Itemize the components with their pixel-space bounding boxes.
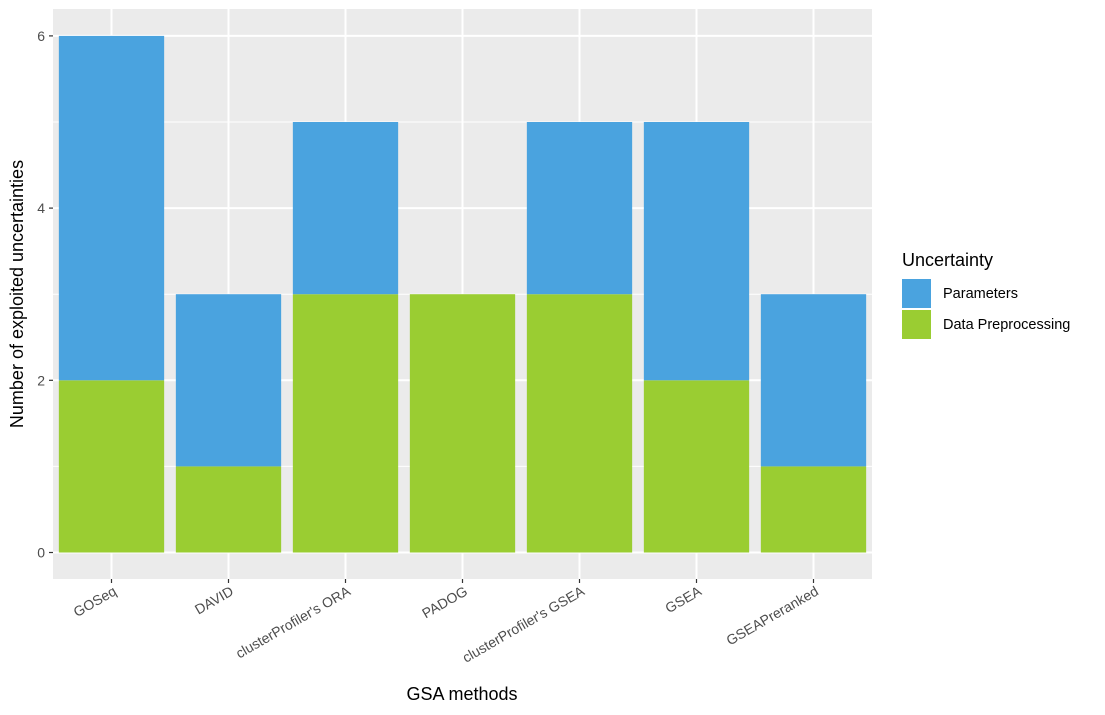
x-tick-label: clusterProfiler's ORA bbox=[233, 582, 354, 661]
legend: Uncertainty Parameters Data Preprocessing bbox=[902, 250, 1070, 339]
y-tick-label: 4 bbox=[37, 200, 45, 216]
x-tick-label: DAVID bbox=[192, 583, 236, 618]
legend-label: Parameters bbox=[943, 286, 1018, 302]
legend-swatch bbox=[902, 310, 931, 339]
y-tick-label: 6 bbox=[37, 28, 45, 44]
bar-data-preprocessing bbox=[58, 380, 165, 553]
x-tick-label: PADOG bbox=[419, 583, 470, 622]
y-tick-label: 0 bbox=[37, 545, 45, 561]
bar-data-preprocessing bbox=[175, 466, 282, 553]
bar-parameters bbox=[175, 294, 282, 467]
bar-data-preprocessing bbox=[409, 294, 516, 553]
bar-parameters bbox=[760, 294, 867, 467]
bar-parameters bbox=[526, 122, 633, 295]
bar-data-preprocessing bbox=[526, 294, 633, 553]
x-tick-label: clusterProfiler's GSEA bbox=[459, 582, 587, 665]
y-axis: 0 2 4 6 bbox=[37, 28, 53, 561]
y-axis-title: Number of exploited uncertainties bbox=[7, 160, 27, 428]
x-tick-label: GSEAPreranked bbox=[723, 583, 821, 649]
legend-swatch bbox=[902, 279, 931, 308]
legend-title: Uncertainty bbox=[902, 250, 993, 270]
bar-data-preprocessing bbox=[292, 294, 399, 553]
bars bbox=[58, 35, 867, 553]
y-tick-label: 2 bbox=[37, 372, 45, 388]
bar-data-preprocessing bbox=[643, 380, 750, 553]
x-tick-label: GSEA bbox=[662, 582, 704, 616]
legend-label: Data Preprocessing bbox=[943, 317, 1070, 333]
bar-parameters bbox=[643, 122, 750, 381]
x-tick-label: GOSeq bbox=[71, 583, 119, 620]
x-axis-title: GSA methods bbox=[406, 684, 517, 704]
bar-parameters bbox=[292, 122, 399, 295]
bar-parameters bbox=[58, 35, 165, 381]
bar-data-preprocessing bbox=[760, 466, 867, 553]
